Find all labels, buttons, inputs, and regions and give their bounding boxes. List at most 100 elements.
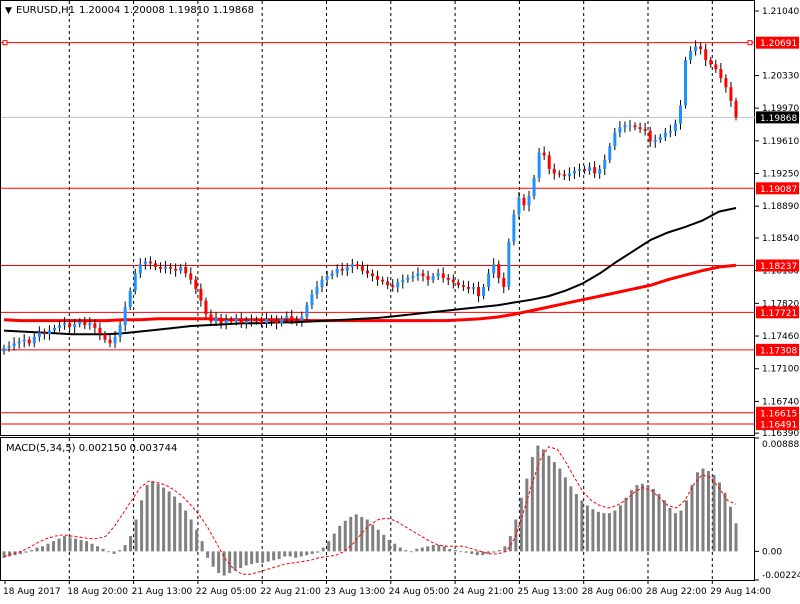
candle-bull (673, 123, 677, 131)
macd-histogram-bar (294, 551, 298, 558)
candle-bear (229, 319, 233, 322)
y-axis-tick-label: 1.20330 (762, 71, 799, 81)
current-price-tag (756, 111, 799, 124)
candle-bull (613, 132, 617, 147)
candle-bear (194, 279, 198, 289)
candle-bear (729, 87, 733, 101)
macd-histogram-bar (134, 519, 138, 552)
candle-bear (441, 273, 445, 278)
candle-bear (426, 276, 430, 280)
candle-bear (542, 152, 546, 156)
candle-bear (270, 318, 274, 321)
macd-histogram-bar (464, 551, 468, 553)
level-price-tag-label: 1.19087 (760, 185, 797, 195)
candle-bear (643, 129, 647, 131)
macd-histogram-bar (420, 547, 424, 552)
macd-histogram-bar (371, 524, 375, 552)
macd-histogram-bar (431, 544, 435, 552)
macd-histogram-bar (239, 551, 243, 568)
macd-histogram-bar (558, 468, 562, 552)
candle-bull (663, 132, 667, 138)
macd-histogram-bar (679, 510, 683, 552)
macd-histogram-bar (717, 482, 721, 552)
x-axis-tick-label: 28 Aug 06:00 (582, 587, 643, 597)
macd-histogram-bar (486, 551, 490, 554)
macd-label: MACD(5,34,5) 0.002150 0.003744 (6, 443, 177, 454)
x-axis-tick-label: 23 Aug 13:00 (325, 587, 386, 597)
level-anchor-right-icon[interactable] (747, 40, 753, 46)
candle-bear (42, 332, 46, 335)
macd-histogram-bar (206, 551, 210, 558)
macd-histogram-bar (497, 550, 501, 552)
x-axis-tick-label: 24 Aug 21:00 (453, 587, 514, 597)
candle-bull (320, 279, 324, 288)
candle-bull (668, 130, 672, 133)
candle-bull (300, 316, 304, 321)
macd-histogram-bar (734, 523, 738, 552)
macd-histogram-bar (228, 551, 232, 574)
macd-histogram-bar (140, 500, 144, 552)
candle-bull (628, 125, 632, 127)
macd-histogram-bar (668, 508, 672, 552)
macd-histogram-bar (332, 533, 336, 552)
macd-histogram-bar (602, 513, 606, 552)
candle-bull (532, 178, 536, 197)
collapse-arrow-icon[interactable]: ▼ (5, 6, 12, 16)
candle-bull (12, 343, 16, 347)
candle-bull (244, 320, 248, 324)
macd-histogram-bar (354, 514, 358, 552)
candle-bear (552, 168, 556, 174)
level-price-tag-label: 1.17721 (760, 309, 797, 319)
candle-bear (719, 69, 723, 79)
y-axis-tick-label: 1.17460 (762, 332, 799, 342)
candle-bear (103, 334, 107, 340)
macd-histogram-bar (415, 548, 419, 552)
candle-bull (325, 276, 329, 280)
macd-histogram-bar (393, 543, 397, 552)
candle-bear (340, 268, 344, 271)
macd-histogram-bar (481, 551, 485, 556)
candle-bull (406, 277, 410, 280)
candle-bull (128, 290, 132, 307)
macd-histogram-bar (266, 551, 270, 562)
candle-bull (32, 336, 36, 344)
candle-bear (446, 277, 450, 280)
candle-bull (482, 287, 486, 297)
macd-histogram-bar (404, 550, 408, 552)
symbol-label: EURUSD,H1 (16, 5, 75, 16)
candle-bull (88, 323, 92, 326)
macd-histogram-bar (162, 487, 166, 552)
price-panel-frame (0, 0, 755, 436)
candle-bear (593, 167, 597, 174)
candle-bull (234, 318, 238, 322)
candle-bull (689, 50, 693, 61)
candle-bear (386, 281, 390, 286)
level-price-tag (756, 182, 799, 195)
macd-histogram-bar (530, 456, 534, 552)
y-axis-tick-label: 1.18890 (762, 202, 799, 212)
x-axis-tick-label: 22 Aug 05:00 (196, 587, 257, 597)
candle-bull (578, 168, 582, 171)
macd-histogram-bar (442, 546, 446, 552)
macd-histogram-bar (651, 488, 655, 552)
y-axis-tick-label: 1.16390 (762, 429, 799, 439)
macd-histogram-bar (316, 551, 320, 553)
macd-histogram-bar (156, 483, 160, 552)
macd-histogram-bar (343, 520, 347, 552)
candle-bull (653, 139, 657, 142)
macd-axis-tick-label: 0.00 (762, 547, 782, 557)
macd-histogram-bar (580, 500, 584, 552)
macd-histogram-bar (387, 539, 391, 552)
macd-histogram-bar (409, 551, 413, 553)
macd-histogram-bar (167, 491, 171, 552)
candle-bull (17, 341, 21, 344)
candle-bull (603, 159, 607, 169)
candle-bull (396, 282, 400, 288)
candle-bull (678, 105, 682, 124)
macd-histogram-bar (591, 509, 595, 552)
macd-histogram-bar (338, 525, 342, 552)
level-anchor-left-icon[interactable] (2, 40, 8, 46)
y-axis-tick-label: 1.19970 (762, 104, 799, 114)
